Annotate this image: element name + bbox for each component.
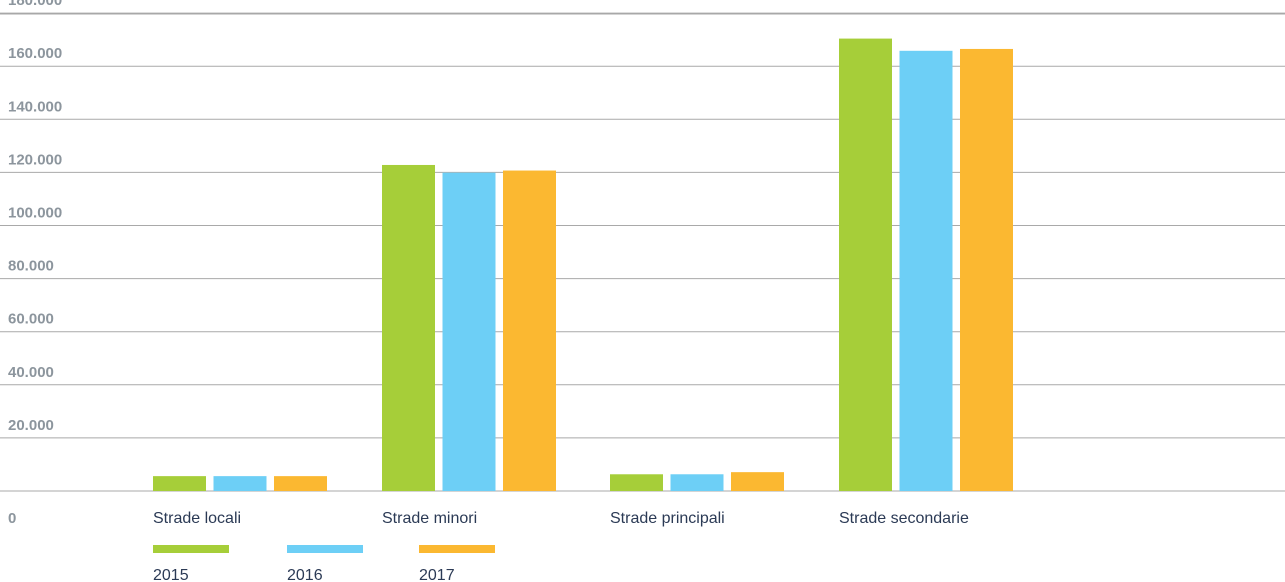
bar-2015-2 [610, 474, 663, 491]
bar-2015-3 [839, 38, 892, 491]
x-axis: Strade locali Strade minori Strade princip… [153, 510, 969, 527]
x-tick-label: Strade principali [610, 510, 725, 527]
legend-label: 2016 [287, 567, 323, 582]
bar-2016-3 [899, 50, 953, 492]
y-tick-label: 60.000 [8, 311, 54, 328]
legend-label: 2017 [419, 567, 455, 582]
y-tick-label: 20.000 [8, 417, 54, 434]
bar-2017-0 [274, 476, 327, 491]
gridlines [0, 12, 1285, 492]
x-tick-label: Strade minori [382, 510, 477, 527]
bar-2016-2 [670, 474, 724, 491]
legend-label: 2015 [153, 567, 189, 582]
x-tick-label: Strade secondarie [839, 510, 969, 527]
y-tick-label: 140.000 [8, 98, 62, 115]
y-axis: 0 20.000 40.000 60.000 80.000 100.000 120.000 1… [8, 0, 62, 527]
bar-2016-0 [213, 476, 267, 491]
bar-2017-2 [731, 472, 784, 491]
bar-2015-0 [153, 476, 206, 491]
legend-swatch-2017 [419, 545, 495, 553]
y-tick-label: 80.000 [8, 258, 54, 275]
y-tick-label: 120.000 [8, 151, 62, 168]
y-tick-label: 100.000 [8, 205, 62, 222]
legend-swatch-2016 [287, 545, 363, 553]
y-tick-label: 180.000 [8, 0, 62, 9]
x-tick-label: Strade locali [153, 510, 241, 527]
y-tick-label: 160.000 [8, 45, 62, 62]
legend: 2015 2016 2017 [153, 545, 495, 582]
bar-2015-1 [382, 164, 435, 491]
bar-2017-3 [960, 48, 1013, 491]
bar-2016-1 [442, 172, 496, 491]
y-tick-label: 0 [8, 510, 16, 527]
bars [153, 38, 1013, 492]
bar-2017-1 [503, 170, 556, 491]
y-tick-label: 40.000 [8, 364, 54, 381]
legend-swatch-2015 [153, 545, 229, 553]
